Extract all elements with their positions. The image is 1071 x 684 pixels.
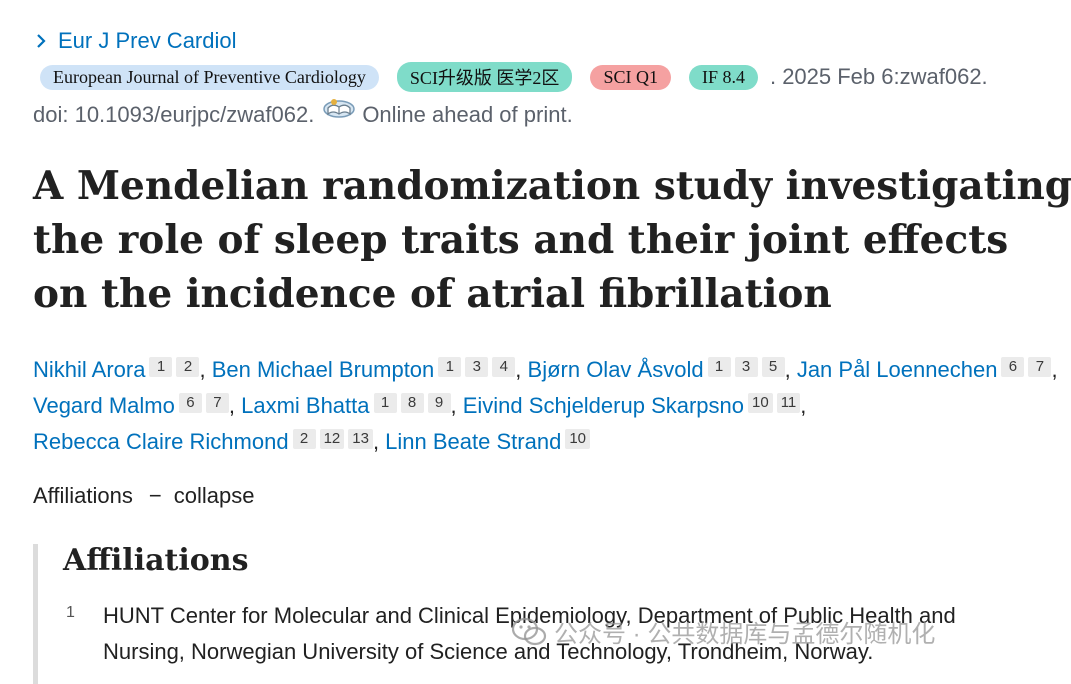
journal-breadcrumb: Eur J Prev Cardiol [34,26,237,56]
publication-date: . 2025 Feb 6:zwaf062. [769,64,988,89]
author-entry: Ben Michael Brumpton 1 3 4 [212,357,516,382]
author-link[interactable]: Rebecca Claire Richmond [33,429,289,454]
print-status: Online ahead of print. [362,102,573,127]
author-link[interactable]: Ben Michael Brumpton [211,357,435,382]
affiliation-ref-button[interactable]: 1 [707,357,731,377]
author-entry: Jan Pål Loennechen 6 7 [797,357,1052,382]
author-link[interactable]: Eivind Schjelderup Skarpsno [462,393,745,418]
affiliation-ref-button[interactable]: 12 [319,429,345,449]
watermark-text: 公众号 · 公共数据库与孟德尔随机化 [554,621,936,648]
wechat-icon [511,617,547,645]
affiliation-item: 1 HUNT Center for Molecular and Clinical… [66,598,1046,670]
affiliation-ref-button[interactable]: 5 [761,357,785,377]
author-entry: Vegard Malmo 6 7 [33,393,229,418]
author-link[interactable]: Laxmi Bhatta [241,393,370,418]
minus-icon: − [148,483,162,508]
author-link[interactable]: Nikhil Arora [33,357,146,382]
affiliation-text: HUNT Center for Molecular and Clinical E… [103,603,956,664]
author-link[interactable]: Jan Pål Loennechen [796,357,998,382]
tag-journal-name[interactable]: European Journal of Preventive Cardiolog… [40,64,379,90]
affiliation-ref-button[interactable]: 6 [178,393,202,413]
affiliation-ref-button[interactable]: 1 [373,393,397,413]
affiliation-number: 1 [66,604,75,621]
affiliations-toggle-label: Affiliations [33,483,133,508]
collapse-link[interactable]: collapse [173,483,255,508]
author-entry: Bjørn Olav Åsvold 1 3 5 [528,357,785,382]
journal-link[interactable]: Eur J Prev Cardiol [58,28,237,53]
affiliation-ref-button[interactable]: 10 [748,393,773,413]
open-book-icon [323,99,356,118]
affiliation-ref-button[interactable]: 2 [292,429,316,449]
affiliation-ref-button[interactable]: 11 [776,393,801,413]
doi-line: doi: 10.1093/eurjpc/zwaf062. Online ahea… [33,99,573,130]
author-link[interactable]: Linn Beate Strand [385,429,562,454]
affiliation-ref-button[interactable]: 7 [205,393,229,413]
author-link[interactable]: Bjørn Olav Åsvold [527,357,704,382]
affiliation-ref-button[interactable]: 1 [438,357,462,377]
affiliation-ref-button[interactable]: 2 [176,357,200,377]
affiliation-ref-button[interactable]: 4 [492,357,516,377]
author-link[interactable]: Vegard Malmo [33,393,175,418]
affiliation-ref-button[interactable]: 13 [348,429,373,449]
affiliation-ref-button[interactable]: 7 [1028,357,1052,377]
affiliation-ref-button[interactable]: 6 [1001,357,1025,377]
tag-impact-factor[interactable]: IF 8.4 [688,64,758,90]
affiliations-toggle[interactable]: Affiliations − collapse [33,481,254,511]
author-entry: Laxmi Bhatta 1 8 9 [241,393,451,418]
author-entry: Nikhil Arora 1 2 [33,357,200,382]
tag-sci-quartile[interactable]: SCI Q1 [590,64,671,90]
affiliations-panel: Affiliations 1 HUNT Center for Molecular… [33,544,1068,684]
affiliation-ref-button[interactable]: 3 [465,357,489,377]
affiliation-ref-button[interactable]: 1 [149,357,173,377]
affiliations-heading: Affiliations [63,543,249,578]
doi-text: doi: 10.1093/eurjpc/zwaf062. [33,102,315,127]
affiliation-ref-button[interactable]: 10 [565,429,590,449]
author-entry: Rebecca Claire Richmond 2 12 13 [33,429,373,454]
chevron-right-icon [37,34,46,48]
author-entry: Linn Beate Strand 10 [385,429,590,454]
journal-meta: European Journal of Preventive Cardiolog… [40,62,988,92]
affiliation-ref-button[interactable]: 9 [427,393,451,413]
tag-sci-rank[interactable]: SCI升级版 医学2区 [396,62,573,92]
affiliation-ref-button[interactable]: 3 [734,357,758,377]
article-title: A Mendelian randomization study investig… [33,163,1071,317]
author-entry: Eivind Schjelderup Skarpsno 10 11 [463,393,801,418]
watermark: 公众号 · 公共数据库与孟德尔随机化 [510,614,935,649]
authors-list: Nikhil Arora 1 2, Ben Michael Brumpton 1 3 4,… [33,357,1058,454]
affiliation-ref-button[interactable]: 8 [400,393,424,413]
